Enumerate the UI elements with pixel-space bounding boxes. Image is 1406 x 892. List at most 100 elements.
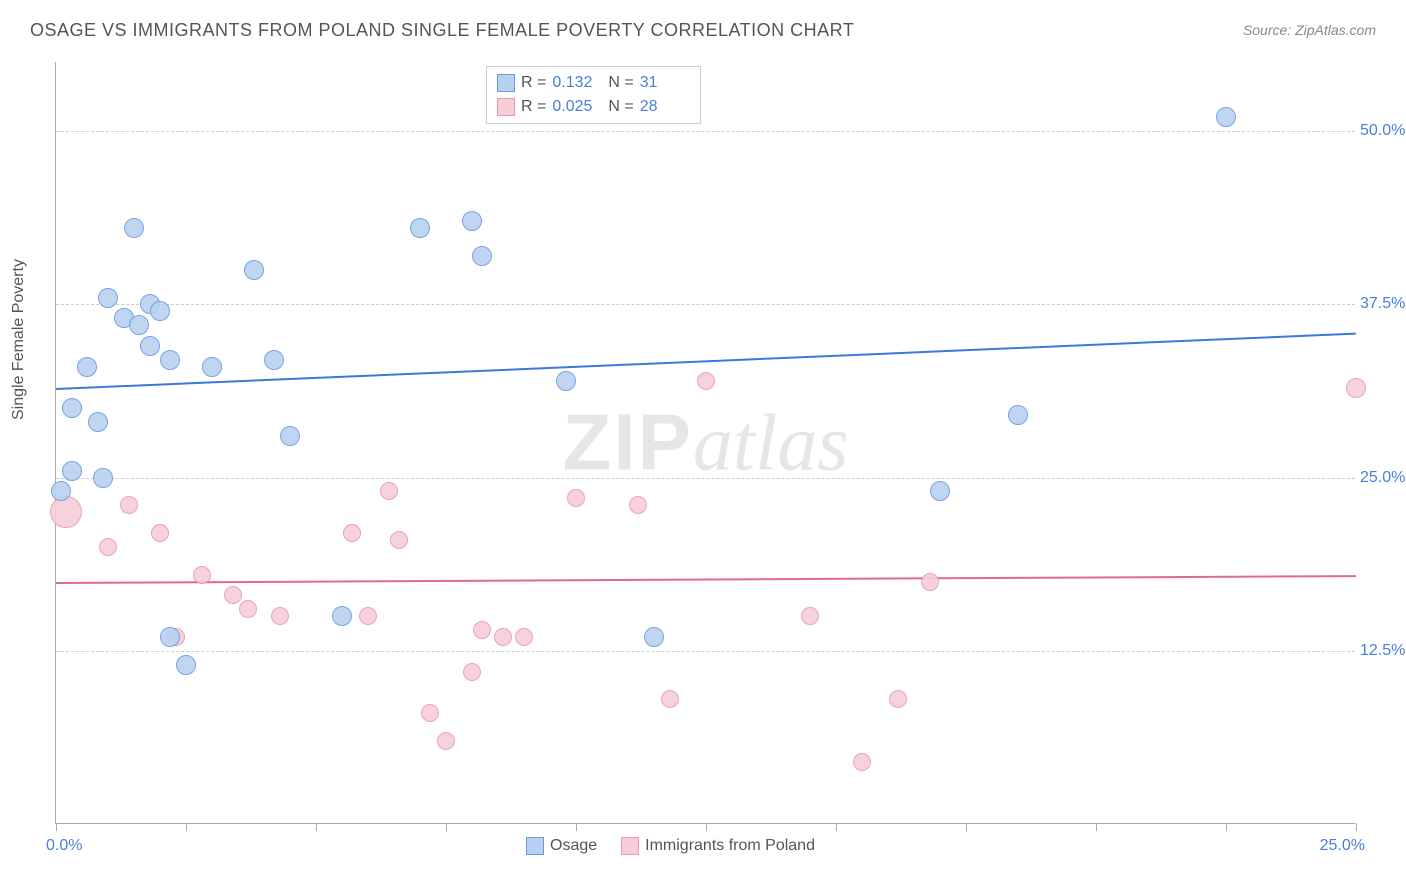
data-point <box>244 260 264 280</box>
x-tick <box>966 823 967 831</box>
data-point <box>176 655 196 675</box>
data-point <box>271 607 289 625</box>
data-point <box>567 489 585 507</box>
data-point <box>239 600 257 618</box>
data-point <box>930 481 950 501</box>
data-point <box>390 531 408 549</box>
chart-title: OSAGE VS IMMIGRANTS FROM POLAND SINGLE F… <box>30 20 854 41</box>
data-point <box>151 524 169 542</box>
data-point <box>264 350 284 370</box>
data-point <box>921 573 939 591</box>
data-point <box>193 566 211 584</box>
data-point <box>98 288 118 308</box>
x-tick <box>316 823 317 831</box>
y-tick-label: 25.0% <box>1360 469 1406 487</box>
x-tick <box>1226 823 1227 831</box>
data-point <box>494 628 512 646</box>
data-point <box>150 301 170 321</box>
bottom-legend: Osage Immigrants from Poland <box>526 837 815 855</box>
legend-label-osage: Osage <box>550 837 597 855</box>
y-tick-label: 12.5% <box>1360 642 1406 660</box>
data-point <box>462 211 482 231</box>
data-point <box>359 607 377 625</box>
source-name: ZipAtlas.com <box>1295 22 1376 38</box>
data-point <box>343 524 361 542</box>
x-tick <box>56 823 57 831</box>
data-point <box>280 426 300 446</box>
data-point <box>77 357 97 377</box>
gridline <box>56 651 1355 652</box>
legend-item-poland: Immigrants from Poland <box>621 837 815 855</box>
data-point <box>473 621 491 639</box>
stats-R-value-osage: 0.132 <box>552 71 602 95</box>
data-point <box>697 372 715 390</box>
x-tick <box>186 823 187 831</box>
data-point <box>160 350 180 370</box>
data-point <box>801 607 819 625</box>
y-tick-label: 50.0% <box>1360 122 1406 140</box>
data-point <box>853 753 871 771</box>
data-point <box>556 371 576 391</box>
stats-legend-box: R = 0.132 N = 31 R = 0.025 N = 28 <box>486 66 701 124</box>
legend-label-poland: Immigrants from Poland <box>645 837 815 855</box>
stats-R-label: R = <box>521 71 546 95</box>
data-point <box>224 586 242 604</box>
data-point <box>93 468 113 488</box>
data-point <box>472 246 492 266</box>
data-point <box>332 606 352 626</box>
swatch-poland <box>497 98 515 116</box>
data-point <box>120 496 138 514</box>
watermark-zip: ZIP <box>562 397 692 486</box>
x-tick <box>446 823 447 831</box>
data-point <box>1008 405 1028 425</box>
stats-row-osage: R = 0.132 N = 31 <box>497 71 690 95</box>
data-point <box>140 336 160 356</box>
data-point <box>51 481 71 501</box>
y-axis-label: Single Female Poverty <box>10 259 28 420</box>
data-point <box>644 627 664 647</box>
stats-N-label: N = <box>608 71 633 95</box>
gridline <box>56 304 1355 305</box>
watermark: ZIPatlas <box>562 396 848 489</box>
data-point <box>88 412 108 432</box>
legend-item-osage: Osage <box>526 837 597 855</box>
stats-N-value-osage: 31 <box>640 71 690 95</box>
x-tick <box>576 823 577 831</box>
legend-swatch-poland <box>621 837 639 855</box>
data-point <box>202 357 222 377</box>
watermark-atlas: atlas <box>693 399 849 487</box>
data-point <box>410 218 430 238</box>
source-label: Source: ZipAtlas.com <box>1243 22 1376 38</box>
x-tick <box>1096 823 1097 831</box>
y-tick-label: 37.5% <box>1360 295 1406 313</box>
stats-N-label: N = <box>608 95 633 119</box>
x-tick-label-max: 25.0% <box>1320 837 1365 855</box>
data-point <box>160 627 180 647</box>
data-point <box>889 690 907 708</box>
gridline <box>56 131 1355 132</box>
stats-R-value-poland: 0.025 <box>552 95 602 119</box>
swatch-osage <box>497 74 515 92</box>
data-point <box>380 482 398 500</box>
x-tick <box>1356 823 1357 831</box>
data-point <box>50 496 82 528</box>
stats-R-label: R = <box>521 95 546 119</box>
data-point <box>437 732 455 750</box>
data-point <box>99 538 117 556</box>
data-point <box>1346 378 1366 398</box>
legend-swatch-osage <box>526 837 544 855</box>
stats-N-value-poland: 28 <box>640 95 690 119</box>
data-point <box>62 398 82 418</box>
data-point <box>129 315 149 335</box>
data-point <box>1216 107 1236 127</box>
trend-line <box>56 575 1356 584</box>
x-tick <box>706 823 707 831</box>
x-tick-label-min: 0.0% <box>46 837 82 855</box>
stats-row-poland: R = 0.025 N = 28 <box>497 95 690 119</box>
source-prefix: Source: <box>1243 22 1295 38</box>
gridline <box>56 478 1355 479</box>
plot-area: ZIPatlas R = 0.132 N = 31 R = 0.025 N = … <box>55 62 1355 824</box>
data-point <box>124 218 144 238</box>
data-point <box>463 663 481 681</box>
x-tick <box>836 823 837 831</box>
